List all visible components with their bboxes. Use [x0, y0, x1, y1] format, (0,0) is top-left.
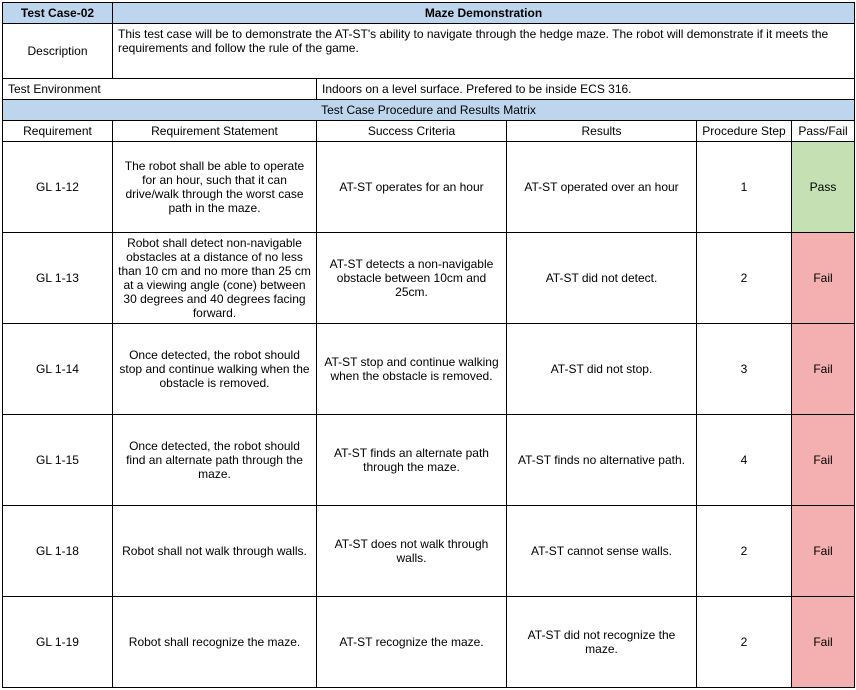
col-passfail: Pass/Fail — [792, 121, 855, 142]
results-cell: AT-ST did not recognize the maze. — [507, 597, 697, 688]
table-row: GL 1-18Robot shall not walk through wall… — [3, 506, 855, 597]
test-environment-row: Test Environment Indoors on a level surf… — [3, 79, 855, 100]
title-row: Test Case-02 Maze Demonstration — [3, 3, 855, 24]
col-step: Procedure Step — [697, 121, 792, 142]
table-row: GL 1-19Robot shall recognize the maze.AT… — [3, 597, 855, 688]
statement-cell: Once detected, the robot should find an … — [113, 415, 317, 506]
table-row: GL 1-13Robot shall detect non-navigable … — [3, 233, 855, 324]
step-cell: 2 — [697, 597, 792, 688]
matrix-title: Test Case Procedure and Results Matrix — [3, 100, 855, 121]
step-cell: 3 — [697, 324, 792, 415]
statement-cell: Robot shall recognize the maze. — [113, 597, 317, 688]
req-cell: GL 1-14 — [3, 324, 113, 415]
test-case-table: Test Case-02 Maze Demonstration Descript… — [2, 2, 855, 688]
criteria-cell: AT-ST detects a non-navigable obstacle b… — [317, 233, 507, 324]
req-cell: GL 1-15 — [3, 415, 113, 506]
criteria-cell: AT-ST operates for an hour — [317, 142, 507, 233]
table-row: GL 1-12The robot shall be able to operat… — [3, 142, 855, 233]
table-row: GL 1-14Once detected, the robot should s… — [3, 324, 855, 415]
req-cell: GL 1-18 — [3, 506, 113, 597]
criteria-cell: AT-ST stop and continue walking when the… — [317, 324, 507, 415]
passfail-cell: Fail — [792, 324, 855, 415]
results-cell: AT-ST operated over an hour — [507, 142, 697, 233]
passfail-cell: Fail — [792, 597, 855, 688]
results-cell: AT-ST cannot sense walls. — [507, 506, 697, 597]
col-criteria: Success Criteria — [317, 121, 507, 142]
col-statement: Requirement Statement — [113, 121, 317, 142]
test-environment-value: Indoors on a level surface. Prefered to … — [317, 79, 855, 100]
passfail-cell: Fail — [792, 415, 855, 506]
statement-cell: The robot shall be able to operate for a… — [113, 142, 317, 233]
req-cell: GL 1-12 — [3, 142, 113, 233]
step-cell: 2 — [697, 233, 792, 324]
step-cell: 4 — [697, 415, 792, 506]
criteria-cell: AT-ST finds an alternate path through th… — [317, 415, 507, 506]
passfail-cell: Pass — [792, 142, 855, 233]
criteria-cell: AT-ST does not walk through walls. — [317, 506, 507, 597]
col-results: Results — [507, 121, 697, 142]
test-case-title: Maze Demonstration — [113, 3, 855, 24]
statement-cell: Once detected, the robot should stop and… — [113, 324, 317, 415]
description-label: Description — [3, 24, 113, 79]
req-cell: GL 1-13 — [3, 233, 113, 324]
matrix-title-row: Test Case Procedure and Results Matrix — [3, 100, 855, 121]
results-cell: AT-ST did not stop. — [507, 324, 697, 415]
passfail-cell: Fail — [792, 233, 855, 324]
col-requirement: Requirement — [3, 121, 113, 142]
statement-cell: Robot shall not walk through walls. — [113, 506, 317, 597]
test-case-id: Test Case-02 — [3, 3, 113, 24]
results-cell: AT-ST finds no alternative path. — [507, 415, 697, 506]
results-cell: AT-ST did not detect. — [507, 233, 697, 324]
req-cell: GL 1-19 — [3, 597, 113, 688]
table-row: GL 1-15Once detected, the robot should f… — [3, 415, 855, 506]
description-text: This test case will be to demonstrate th… — [113, 24, 855, 79]
criteria-cell: AT-ST recognize the maze. — [317, 597, 507, 688]
statement-cell: Robot shall detect non-navigable obstacl… — [113, 233, 317, 324]
passfail-cell: Fail — [792, 506, 855, 597]
description-row: Description This test case will be to de… — [3, 24, 855, 79]
column-header-row: Requirement Requirement Statement Succes… — [3, 121, 855, 142]
test-environment-label: Test Environment — [3, 79, 317, 100]
step-cell: 1 — [697, 142, 792, 233]
step-cell: 2 — [697, 506, 792, 597]
